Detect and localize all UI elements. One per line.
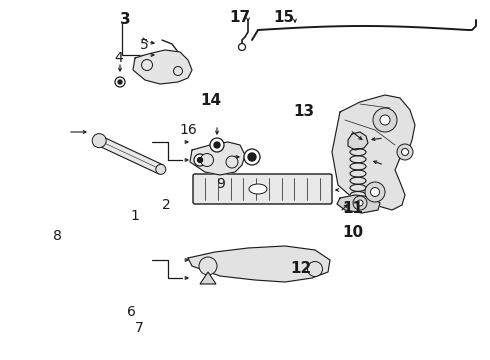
Circle shape xyxy=(115,77,125,87)
Circle shape xyxy=(226,156,238,168)
Text: 16: 16 xyxy=(180,123,197,136)
Circle shape xyxy=(365,182,385,202)
Polygon shape xyxy=(332,95,415,210)
Polygon shape xyxy=(200,272,216,284)
Circle shape xyxy=(200,153,214,166)
Text: 12: 12 xyxy=(291,261,312,276)
Text: 7: 7 xyxy=(135,321,144,334)
Circle shape xyxy=(199,257,217,275)
Polygon shape xyxy=(348,132,368,150)
Text: 4: 4 xyxy=(114,51,123,64)
Text: 8: 8 xyxy=(53,229,62,243)
Circle shape xyxy=(194,154,206,166)
Circle shape xyxy=(244,149,260,165)
Text: 15: 15 xyxy=(273,10,295,25)
Circle shape xyxy=(239,44,245,50)
Text: 3: 3 xyxy=(120,12,130,27)
Text: 6: 6 xyxy=(127,306,136,319)
FancyBboxPatch shape xyxy=(193,174,332,204)
Circle shape xyxy=(353,196,367,210)
Text: 5: 5 xyxy=(140,38,149,52)
Text: 13: 13 xyxy=(293,104,315,119)
Polygon shape xyxy=(133,50,192,84)
Text: 10: 10 xyxy=(342,225,364,240)
Circle shape xyxy=(118,80,122,84)
Polygon shape xyxy=(97,136,163,174)
Circle shape xyxy=(197,158,202,162)
Circle shape xyxy=(380,115,390,125)
Text: 9: 9 xyxy=(216,177,225,190)
Circle shape xyxy=(370,188,379,197)
Circle shape xyxy=(248,153,256,161)
Circle shape xyxy=(401,148,409,156)
Text: 11: 11 xyxy=(343,201,363,216)
Circle shape xyxy=(214,142,220,148)
Circle shape xyxy=(308,261,322,276)
Circle shape xyxy=(210,138,224,152)
Circle shape xyxy=(173,67,182,76)
Text: 2: 2 xyxy=(162,198,171,212)
Ellipse shape xyxy=(249,184,267,194)
Circle shape xyxy=(397,144,413,160)
Circle shape xyxy=(373,108,397,132)
Circle shape xyxy=(92,134,106,148)
Text: 1: 1 xyxy=(130,209,139,223)
Circle shape xyxy=(357,200,363,206)
Polygon shape xyxy=(190,142,245,175)
Text: 14: 14 xyxy=(200,93,221,108)
Polygon shape xyxy=(337,195,380,213)
Text: 17: 17 xyxy=(229,10,251,25)
Circle shape xyxy=(142,59,152,71)
Circle shape xyxy=(156,165,166,174)
Polygon shape xyxy=(188,246,330,282)
